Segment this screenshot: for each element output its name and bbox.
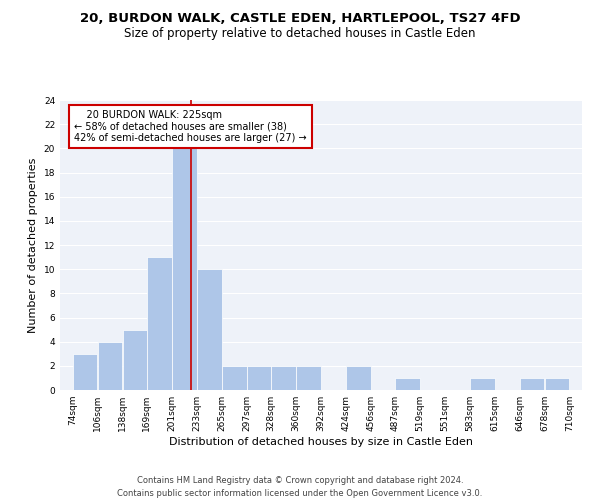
Bar bbox=[147, 257, 172, 390]
Text: 20 BURDON WALK: 225sqm  
← 58% of detached houses are smaller (38)
42% of semi-d: 20 BURDON WALK: 225sqm ← 58% of detached… bbox=[74, 110, 307, 143]
Text: 20, BURDON WALK, CASTLE EDEN, HARTLEPOOL, TS27 4FD: 20, BURDON WALK, CASTLE EDEN, HARTLEPOOL… bbox=[80, 12, 520, 26]
Bar bbox=[296, 366, 321, 390]
Bar bbox=[470, 378, 495, 390]
Text: Contains HM Land Registry data © Crown copyright and database right 2024.: Contains HM Land Registry data © Crown c… bbox=[137, 476, 463, 485]
Y-axis label: Number of detached properties: Number of detached properties bbox=[28, 158, 38, 332]
Bar bbox=[346, 366, 371, 390]
Bar bbox=[395, 378, 420, 390]
Bar bbox=[545, 378, 569, 390]
Bar bbox=[122, 330, 146, 390]
Text: Size of property relative to detached houses in Castle Eden: Size of property relative to detached ho… bbox=[124, 28, 476, 40]
Bar bbox=[520, 378, 544, 390]
Text: Contains public sector information licensed under the Open Government Licence v3: Contains public sector information licen… bbox=[118, 489, 482, 498]
Bar bbox=[222, 366, 247, 390]
X-axis label: Distribution of detached houses by size in Castle Eden: Distribution of detached houses by size … bbox=[169, 437, 473, 447]
Bar bbox=[247, 366, 271, 390]
Bar bbox=[73, 354, 97, 390]
Bar bbox=[172, 148, 197, 390]
Bar bbox=[271, 366, 296, 390]
Bar bbox=[197, 269, 221, 390]
Bar bbox=[98, 342, 122, 390]
